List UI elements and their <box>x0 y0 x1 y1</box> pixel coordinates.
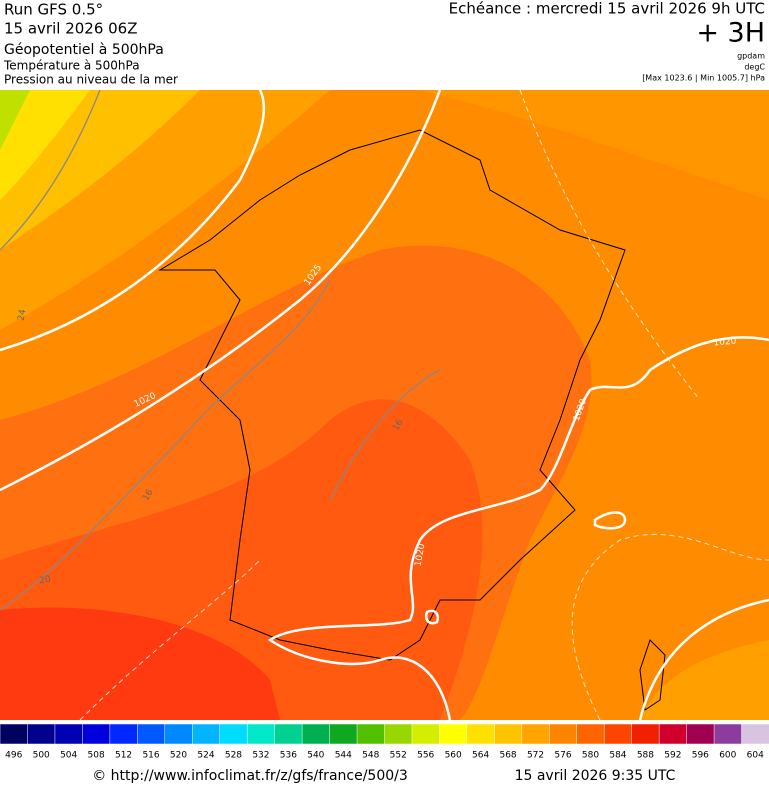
contour-label: 1020 <box>414 543 428 568</box>
legend-swatch <box>109 723 139 745</box>
legend-swatch <box>549 723 578 745</box>
timestamp: 15 avril 2026 9:35 UTC <box>515 768 676 784</box>
legend-swatch <box>246 723 276 745</box>
legend-label: 560 <box>445 751 462 761</box>
legend-label: 572 <box>527 751 544 761</box>
param: Pression au niveau de la mer <box>4 73 178 87</box>
legend-swatch <box>82 723 111 745</box>
legend-swatch <box>741 723 769 745</box>
legend-swatch <box>439 723 468 745</box>
legend-swatch <box>521 723 551 745</box>
legend-swatch <box>27 723 56 745</box>
legend-swatch <box>329 723 358 745</box>
legend-label: 568 <box>499 751 516 761</box>
param: Géopotentiel à 500hPa <box>4 42 164 58</box>
contour-label: 20 <box>39 575 52 587</box>
legend-swatch <box>713 723 743 745</box>
legend-label: 536 <box>280 751 297 761</box>
source: © http://www.infoclimat.fr/z/gfs/france/… <box>92 768 408 784</box>
legend-label: 496 <box>5 751 22 761</box>
legend-label: 528 <box>225 751 242 761</box>
legend-label: 592 <box>664 751 681 761</box>
legend-swatch <box>631 723 660 745</box>
legend-swatch <box>301 723 331 745</box>
run-date: 15 avril 2026 06Z <box>4 20 138 38</box>
legend-label: 508 <box>88 751 105 761</box>
legend-label: 596 <box>692 751 709 761</box>
legend-label: 600 <box>719 751 736 761</box>
legend-label: 512 <box>115 751 132 761</box>
legend-label: 532 <box>252 751 269 761</box>
legend-label: 588 <box>637 751 654 761</box>
legend-label: 504 <box>60 751 77 761</box>
legend-swatch <box>411 723 441 745</box>
legend-label: 544 <box>335 751 352 761</box>
legend-label: 500 <box>33 751 50 761</box>
unit: degC <box>744 63 765 72</box>
legend-swatch <box>0 723 29 745</box>
legend-swatch <box>494 723 523 745</box>
map <box>0 90 769 720</box>
legend-swatch <box>686 723 715 745</box>
legend-label: 576 <box>554 751 571 761</box>
legend-label: 580 <box>582 751 599 761</box>
legend-swatch <box>658 723 688 745</box>
legend-label: 540 <box>307 751 324 761</box>
param: Température à 500hPa <box>3 59 140 73</box>
legend-label: 556 <box>417 751 434 761</box>
run: Run GFS 0.5° <box>4 1 103 19</box>
lead: + 3H <box>696 18 765 49</box>
legend-swatch <box>356 723 386 745</box>
legend-label: 604 <box>747 751 764 761</box>
legend-swatch <box>466 723 496 745</box>
legend-swatch <box>219 723 248 745</box>
legend-label: 516 <box>142 751 159 761</box>
legend-swatch <box>274 723 303 745</box>
legend-label: 564 <box>472 751 489 761</box>
unit: gpdam <box>737 52 765 61</box>
legend-label: 548 <box>362 751 379 761</box>
legend-swatch <box>192 723 221 745</box>
legend-label: 520 <box>170 751 187 761</box>
legend-swatch <box>54 723 84 745</box>
legend-label: 524 <box>197 751 214 761</box>
legend-swatch <box>164 723 194 745</box>
echeance: Echéance : mercredi 15 avril 2026 9h UTC <box>449 0 765 18</box>
legend-label: 584 <box>609 751 626 761</box>
legend-label: 552 <box>390 751 407 761</box>
contour-label: 1020 <box>713 336 737 348</box>
legend: 496 500 504 508 512 516 520 524 528 532 536 540 544 5… <box>0 723 769 761</box>
legend-swatch <box>384 723 413 745</box>
contour-label: 24 <box>17 308 29 321</box>
legend-swatch <box>603 723 633 745</box>
legend-swatch <box>137 723 166 745</box>
range: [Max 1023.6 | Min 1005.7] hPa <box>642 74 765 83</box>
legend-swatch <box>576 723 605 745</box>
